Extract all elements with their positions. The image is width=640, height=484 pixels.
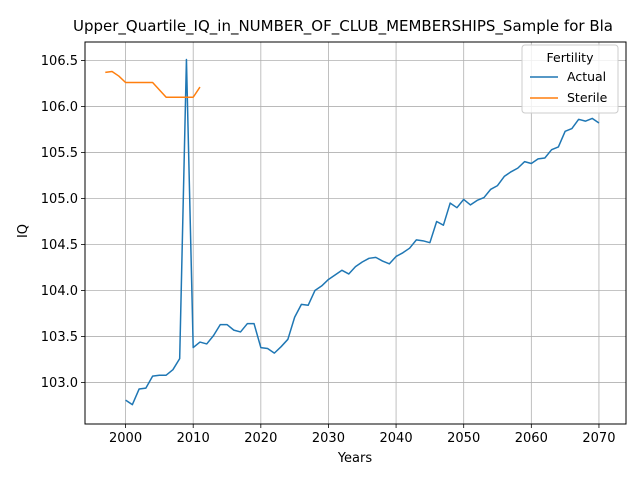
chart-title: Upper_Quartile_IQ_in_NUMBER_OF_CLUB_MEMB… <box>73 17 613 36</box>
x-tick-label: 2050 <box>447 431 480 446</box>
y-tick-label: 103.5 <box>41 330 78 345</box>
legend-title: Fertility <box>547 50 595 65</box>
y-tick-label: 103.0 <box>41 376 78 391</box>
legend-label-actual: Actual <box>567 69 606 84</box>
x-tick-label: 2060 <box>515 431 548 446</box>
y-tick-label: 104.0 <box>41 284 78 299</box>
y-tick-label: 106.5 <box>41 54 78 69</box>
y-axis-title: IQ <box>16 224 31 238</box>
series-line-sterile <box>105 70 201 98</box>
x-tick-label: 2020 <box>244 431 277 446</box>
legend: Fertility Actual Sterile <box>521 44 619 114</box>
x-tick-label: 2030 <box>312 431 345 446</box>
series-line-actual <box>125 58 600 406</box>
x-tick-label: 2000 <box>109 431 142 446</box>
series-lines <box>105 58 600 406</box>
x-tick-label: 2040 <box>380 431 413 446</box>
x-tick-label: 2070 <box>582 431 615 446</box>
x-axis-title: Years <box>337 451 373 466</box>
y-tick-label: 105.5 <box>41 146 78 161</box>
plot-area-frame <box>84 41 627 425</box>
x-tick-label: 2010 <box>177 431 210 446</box>
y-tick-label: 106.0 <box>41 100 78 115</box>
y-tick-label: 105.0 <box>41 192 78 207</box>
y-axis-ticks: 103.0 103.5 104.0 104.5 105.0 105.5 106.0 106.5 <box>41 54 85 391</box>
legend-box <box>521 44 619 114</box>
x-axis-ticks: 2000 2010 2020 2030 2040 2050 2060 2070 <box>109 424 615 446</box>
legend-label-sterile: Sterile <box>567 90 608 105</box>
y-tick-label: 104.5 <box>41 238 78 253</box>
